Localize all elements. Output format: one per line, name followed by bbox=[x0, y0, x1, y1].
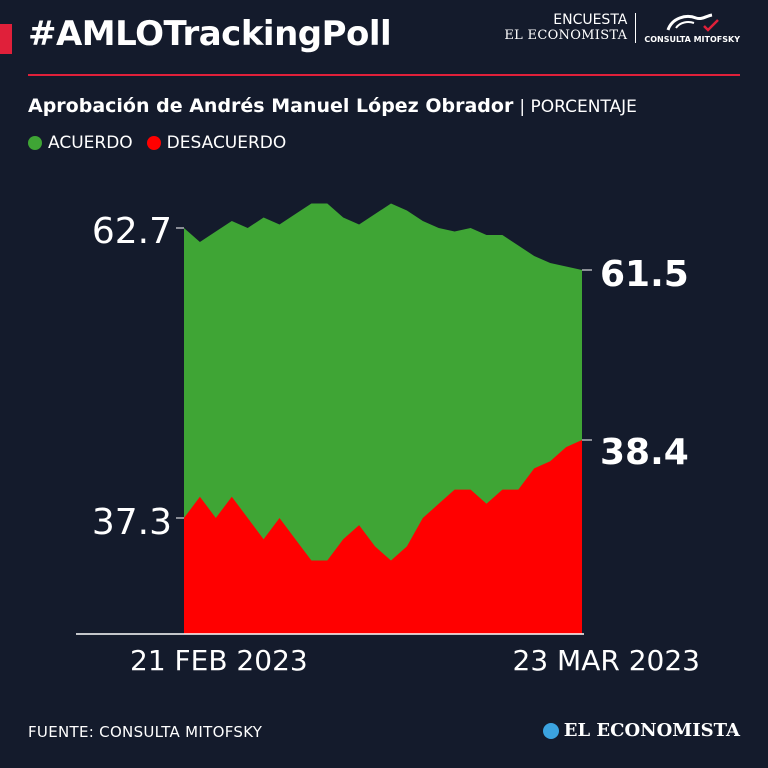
legend-dot-acuerdo bbox=[28, 136, 42, 150]
subtitle-main: Aprobación de Andrés Manuel López Obrado… bbox=[28, 95, 514, 117]
x-tick-start: 21 FEB 2023 bbox=[130, 644, 308, 677]
globe-icon bbox=[542, 722, 559, 739]
desacuerdo-area bbox=[184, 440, 582, 634]
header-rule bbox=[28, 74, 740, 76]
encuesta-brand: ENCUESTA EL ECONOMISTA bbox=[504, 12, 637, 43]
page-title: #AMLOTrackingPoll bbox=[28, 14, 392, 54]
mitofsky-mark-icon bbox=[666, 13, 720, 32]
legend-label-desacuerdo: DESACUERDO bbox=[166, 133, 287, 153]
chart-subtitle: Aprobación de Andrés Manuel López Obrado… bbox=[28, 95, 637, 117]
end-label-acuerdo: 61.5 bbox=[600, 254, 689, 295]
x-tick-end: 23 MAR 2023 bbox=[513, 644, 700, 677]
brand-line-economista: EL ECONOMISTA bbox=[504, 27, 628, 43]
legend-item-acuerdo: ACUERDO bbox=[28, 133, 133, 153]
mitofsky-label: CONSULTA MITOFSKY bbox=[644, 35, 740, 44]
end-label-desacuerdo: 38.4 bbox=[600, 432, 689, 473]
chart-legend: ACUERDO DESACUERDO bbox=[28, 133, 300, 153]
subtitle-unit: | PORCENTAJE bbox=[519, 97, 637, 117]
legend-dot-desacuerdo bbox=[146, 136, 161, 150]
brand-line-encuesta: ENCUESTA bbox=[553, 12, 628, 29]
brand-block: ENCUESTA EL ECONOMISTA CONSULTA MITOFSKY bbox=[504, 12, 740, 44]
header-accent-bar bbox=[0, 24, 12, 54]
start-label-acuerdo: 62.7 bbox=[92, 211, 172, 252]
footer-logo: EL ECONOMISTA bbox=[542, 720, 740, 741]
start-label-desacuerdo: 37.3 bbox=[92, 502, 172, 543]
footer-logo-text: EL ECONOMISTA bbox=[563, 720, 740, 741]
source-note: FUENTE: CONSULTA MITOFSKY bbox=[28, 723, 263, 741]
legend-label-acuerdo: ACUERDO bbox=[48, 133, 133, 153]
mitofsky-logo: CONSULTA MITOFSKY bbox=[636, 12, 740, 44]
legend-item-desacuerdo: DESACUERDO bbox=[146, 133, 287, 153]
